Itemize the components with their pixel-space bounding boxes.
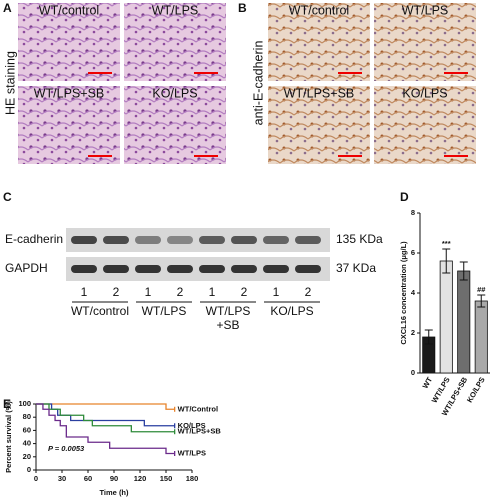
error-bar — [442, 248, 451, 274]
survival-line — [36, 403, 175, 455]
micrograph — [374, 86, 476, 164]
x-tick-label: 90 — [110, 474, 118, 483]
band — [199, 236, 225, 244]
image-label: WT/LPS+SB — [284, 86, 355, 100]
error-bar — [477, 294, 486, 308]
y-tick-label: 20 — [23, 452, 31, 461]
panel-letter: A — [3, 1, 12, 15]
bar — [474, 300, 488, 374]
significance: ## — [477, 285, 486, 294]
panel-letter: B — [238, 1, 247, 15]
y-tick-label: 80 — [23, 412, 31, 421]
group-label: WT/control — [71, 304, 129, 318]
x-tick-label: WT — [421, 375, 435, 390]
micrograph — [18, 3, 120, 81]
y-tick-label: 60 — [23, 425, 31, 434]
band — [103, 236, 129, 244]
survival-line — [36, 403, 175, 410]
significance: *** — [442, 239, 451, 248]
group-label: KO/LPS — [270, 304, 313, 318]
lane-number: 1 — [273, 285, 280, 299]
lane-number: 2 — [305, 285, 312, 299]
y-tick-label: 6 — [411, 248, 415, 257]
panel-ylabel: HE staining — [3, 51, 17, 115]
image-label: WT/control — [289, 3, 349, 17]
y-tick-label: 0 — [27, 465, 31, 474]
blot-label: E-cadherin — [5, 232, 63, 246]
bar — [439, 260, 453, 374]
panel-letter: D — [400, 190, 409, 204]
error-bar — [424, 329, 433, 345]
micrograph — [268, 3, 370, 81]
band — [295, 236, 321, 244]
x-axis-label: Time (h) — [99, 488, 129, 497]
image-label: WT/control — [39, 3, 99, 17]
band — [167, 265, 193, 273]
band — [263, 236, 289, 244]
x-tick-label: 180 — [186, 474, 199, 483]
series-label: WT/Control — [178, 404, 218, 413]
image-label: WT/LPS — [152, 3, 199, 17]
series-label: KO/LPS — [178, 421, 206, 430]
lane-number: 2 — [241, 285, 248, 299]
image-label: WT/LPS+SB — [34, 86, 105, 100]
survival-line — [36, 403, 175, 433]
band — [71, 265, 97, 273]
band — [263, 265, 289, 273]
panel-ylabel: anti-E-cadherin — [251, 41, 265, 126]
band — [135, 236, 161, 244]
p-value: P = 0.0053 — [48, 444, 85, 453]
lane-number: 1 — [145, 285, 152, 299]
y-tick-label: 4 — [411, 288, 416, 297]
band — [135, 265, 161, 273]
series-label: WT/LPS — [178, 448, 206, 457]
group-label: WT/LPS — [142, 304, 187, 318]
group-label: WT/LPS — [206, 304, 251, 318]
image-label: WT/LPS — [402, 3, 449, 17]
band — [167, 236, 193, 244]
error-bar — [459, 261, 468, 281]
micrograph — [124, 86, 226, 164]
band — [71, 236, 97, 244]
band — [103, 265, 129, 273]
survival-line — [36, 403, 175, 427]
y-tick-label: 40 — [23, 439, 31, 448]
bar — [457, 270, 471, 374]
band — [199, 265, 225, 273]
y-tick-label: 0 — [411, 368, 415, 377]
y-tick-label: 2 — [411, 328, 415, 337]
y-axis-label: CXCL16 concentration (μg/L) — [399, 241, 408, 345]
y-tick-label: 8 — [411, 208, 415, 217]
x-tick-label: 0 — [34, 474, 38, 483]
group-label: +SB — [216, 318, 239, 332]
y-axis-label: Percent survival (%) — [4, 401, 13, 473]
image-label: KO/LPS — [152, 86, 197, 100]
micrograph — [268, 86, 370, 164]
lane-number: 1 — [209, 285, 216, 299]
x-tick-label: 60 — [84, 474, 92, 483]
lane-number: 2 — [177, 285, 184, 299]
lane-number: 1 — [81, 285, 88, 299]
micrograph — [124, 3, 226, 81]
image-label: KO/LPS — [402, 86, 447, 100]
lane-number: 2 — [113, 285, 120, 299]
x-tick-label: 150 — [160, 474, 173, 483]
y-tick-label: 100 — [18, 399, 31, 408]
micrograph — [374, 3, 476, 81]
x-tick-label: 30 — [58, 474, 66, 483]
band — [231, 265, 257, 273]
x-tick-label: 120 — [134, 474, 147, 483]
blot-label: GAPDH — [5, 261, 48, 275]
band — [295, 265, 321, 273]
panel-letter: C — [3, 190, 12, 204]
blot-size: 135 KDa — [336, 232, 383, 246]
micrograph — [18, 86, 120, 164]
panel-letter: E — [3, 397, 11, 411]
blot-size: 37 KDa — [336, 261, 376, 275]
band — [231, 236, 257, 244]
series-label: WT/LPS+SB — [178, 427, 222, 436]
